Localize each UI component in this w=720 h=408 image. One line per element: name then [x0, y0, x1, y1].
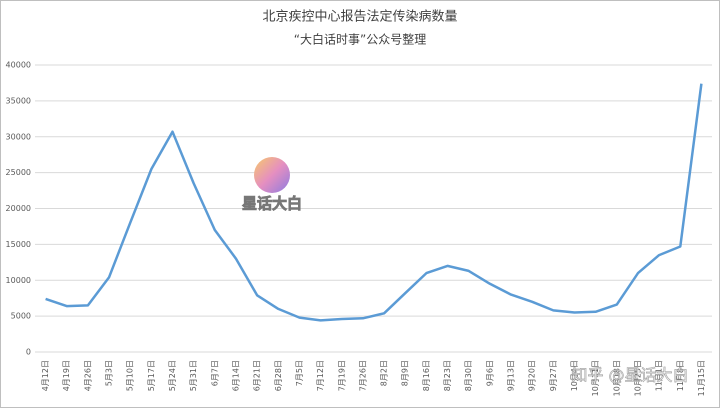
x-tick-label: 5月3日 [105, 360, 114, 386]
x-tick-label: 10月18日 [612, 360, 621, 396]
x-tick-label: 9月6日 [485, 360, 494, 386]
x-tick-label: 5月17日 [147, 360, 156, 391]
x-tick-label: 6月14日 [231, 360, 240, 391]
x-tick-label: 8月23日 [443, 360, 452, 391]
x-tick-label: 10月4日 [570, 360, 579, 391]
x-tick-label: 6月21日 [253, 360, 262, 391]
x-tick-label: 6月7日 [210, 360, 219, 386]
data-line [45, 83, 703, 322]
x-tick-label: 7月26日 [358, 360, 367, 391]
y-tick-label: 30000 [6, 132, 31, 141]
watermark-logo-text: 星话大白 [242, 195, 302, 213]
x-tick-label: 5月31日 [189, 360, 198, 391]
x-tick-label: 4月26日 [83, 360, 92, 391]
x-tick-label: 9月27日 [549, 360, 558, 391]
y-tick-label: 20000 [6, 204, 31, 213]
y-tick-label: 0 [26, 348, 31, 357]
x-tick-label: 7月19日 [337, 360, 346, 391]
chart-title: 北京疾控中心报告法定传染病数量 [262, 10, 457, 25]
x-tick-label: 6月28日 [274, 360, 283, 391]
x-tick-label: 4月12日 [41, 360, 50, 391]
x-tick-label: 11月15日 [697, 360, 706, 396]
x-tick-label: 4月19日 [62, 360, 71, 391]
x-tick-label: 5月10日 [126, 360, 135, 391]
x-tick-label: 8月30日 [464, 360, 473, 391]
y-tick-label: 35000 [6, 96, 31, 105]
x-tick-label: 8月2日 [380, 360, 389, 386]
y-tick-label: 5000 [11, 312, 31, 321]
x-tick-label: 11月8日 [676, 360, 685, 391]
x-tick-label: 8月9日 [401, 360, 410, 386]
y-tick-label: 40000 [6, 61, 31, 70]
watermark-logo [254, 157, 290, 193]
x-tick-label: 5月24日 [168, 360, 177, 391]
x-tick-label: 7月12日 [316, 360, 325, 391]
x-tick-label: 10月25日 [633, 360, 642, 396]
y-tick-label: 10000 [6, 276, 31, 285]
chart-subtitle: “大白话时事”公众号整理 [294, 32, 426, 47]
y-tick-label: 15000 [6, 240, 31, 249]
watermark-text: 知乎 @星话大白 [571, 366, 688, 385]
x-tick-label: 10月11日 [591, 360, 600, 396]
x-tick-label: 7月5日 [295, 360, 304, 386]
x-tick-label: 8月16日 [422, 360, 431, 391]
x-tick-label: 9月20日 [528, 360, 537, 391]
x-tick-label: 11月1日 [655, 360, 664, 391]
x-tick-label: 9月13日 [507, 360, 516, 391]
y-tick-label: 25000 [6, 168, 31, 177]
